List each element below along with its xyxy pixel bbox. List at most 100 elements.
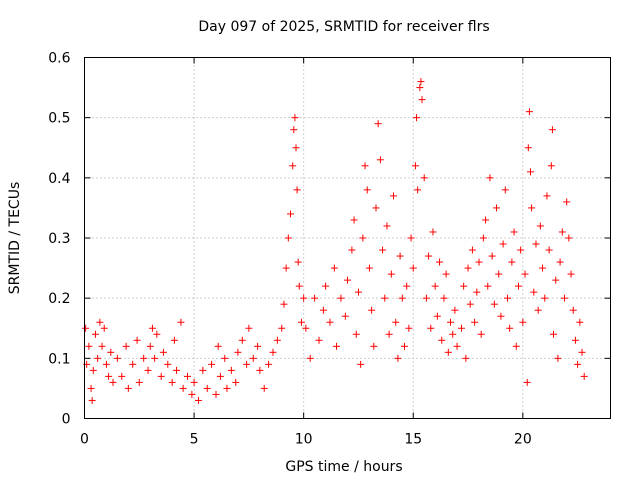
data-point	[223, 384, 231, 392]
data-point	[107, 348, 115, 356]
data-point	[269, 348, 277, 356]
data-point	[88, 396, 96, 404]
data-point	[400, 342, 408, 350]
data-point	[532, 240, 540, 248]
data-point	[541, 294, 549, 302]
data-point	[473, 288, 481, 296]
data-point	[422, 294, 430, 302]
data-point	[411, 162, 419, 170]
data-point	[354, 288, 362, 296]
data-point	[484, 282, 492, 290]
data-point	[405, 324, 413, 332]
data-point	[357, 360, 365, 368]
data-point	[297, 318, 305, 326]
data-point	[159, 348, 167, 356]
data-point	[89, 366, 97, 374]
x-axis-label: GPS time / hours	[285, 459, 402, 475]
y-tick-label: 0.3	[48, 231, 70, 247]
data-point	[475, 258, 483, 266]
data-point	[394, 354, 402, 362]
data-point	[468, 246, 476, 254]
data-point	[265, 360, 273, 368]
data-point	[208, 360, 216, 368]
data-point	[290, 126, 298, 134]
data-point	[214, 342, 222, 350]
data-point	[512, 342, 520, 350]
data-point	[433, 312, 441, 320]
data-point	[289, 162, 297, 170]
data-point	[300, 294, 308, 302]
data-point	[238, 336, 246, 344]
data-point	[302, 324, 310, 332]
data-point	[359, 234, 367, 242]
data-point	[227, 366, 235, 374]
data-point	[482, 216, 490, 224]
data-point	[98, 342, 106, 350]
data-point	[284, 234, 292, 242]
data-point	[245, 324, 253, 332]
y-tick-label: 0.2	[48, 291, 70, 307]
data-point	[407, 234, 415, 242]
x-tick-label: 10	[295, 432, 313, 448]
data-point	[376, 156, 384, 164]
data-point	[501, 186, 509, 194]
data-point	[427, 324, 435, 332]
data-point	[571, 336, 579, 344]
data-point	[569, 306, 577, 314]
data-point	[385, 330, 393, 338]
data-points	[82, 78, 588, 404]
data-point	[530, 288, 538, 296]
data-point	[517, 246, 525, 254]
data-point	[453, 342, 461, 350]
data-point	[96, 318, 104, 326]
data-point	[527, 168, 535, 176]
data-point	[578, 348, 586, 356]
x-tick-label: 0	[80, 432, 89, 448]
data-point	[545, 246, 553, 254]
data-point	[151, 354, 159, 362]
data-point	[282, 264, 290, 272]
data-point	[256, 366, 264, 374]
data-point	[420, 174, 428, 182]
data-point	[232, 378, 240, 386]
data-point	[94, 354, 102, 362]
x-tick-label: 15	[404, 432, 422, 448]
x-tick-label: 20	[514, 432, 532, 448]
data-point	[148, 324, 156, 332]
data-point	[370, 342, 378, 350]
data-point	[291, 114, 299, 122]
data-point	[315, 336, 323, 344]
data-point	[379, 246, 387, 254]
data-point	[488, 252, 496, 260]
data-point	[363, 186, 371, 194]
data-point	[140, 354, 148, 362]
data-point	[350, 216, 358, 224]
data-point	[287, 210, 295, 218]
data-point	[365, 264, 373, 272]
data-point	[292, 144, 300, 152]
data-point	[348, 246, 356, 254]
data-point	[403, 282, 411, 290]
data-point	[416, 84, 424, 92]
data-point	[534, 306, 542, 314]
data-point	[144, 366, 152, 374]
data-point	[194, 396, 202, 404]
data-point	[414, 186, 422, 194]
data-point	[525, 108, 533, 116]
data-point	[548, 126, 556, 134]
data-point	[486, 174, 494, 182]
data-point	[306, 354, 314, 362]
data-point	[129, 360, 137, 368]
data-point	[109, 378, 117, 386]
data-point	[293, 186, 301, 194]
data-point	[260, 384, 268, 392]
data-point	[497, 312, 505, 320]
data-point	[295, 282, 303, 290]
data-point	[563, 198, 571, 206]
data-point	[510, 228, 518, 236]
data-point	[177, 318, 185, 326]
data-point	[521, 270, 529, 278]
data-point	[203, 384, 211, 392]
data-point	[418, 96, 426, 104]
